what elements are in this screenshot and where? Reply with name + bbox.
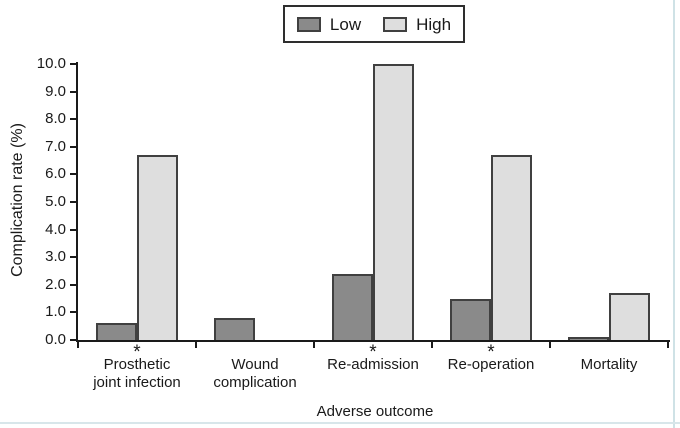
bar-low-1 bbox=[214, 318, 255, 340]
significance-asterisk: * bbox=[369, 342, 377, 363]
bar-high-0 bbox=[137, 155, 178, 340]
y-tick bbox=[70, 90, 77, 93]
y-tick bbox=[70, 339, 77, 341]
bar-low-3 bbox=[450, 299, 491, 340]
significance-asterisk: * bbox=[487, 342, 495, 363]
y-tick-label: 7.0 bbox=[45, 137, 66, 155]
y-tick bbox=[70, 228, 77, 231]
y-tick bbox=[70, 311, 77, 314]
bar-high-3 bbox=[491, 155, 532, 340]
category-label: Re-admission bbox=[314, 356, 432, 374]
x-tick bbox=[667, 342, 669, 348]
y-tick-label: 1.0 bbox=[45, 303, 66, 321]
page-edge-right bbox=[673, 0, 675, 428]
y-tick-label: 0.0 bbox=[45, 331, 66, 348]
legend-swatch-low bbox=[296, 16, 321, 32]
y-tick bbox=[70, 201, 77, 203]
bar-low-4 bbox=[568, 337, 609, 340]
bar-low-0 bbox=[96, 323, 137, 340]
category-label: Prosthetic joint infection bbox=[78, 356, 196, 392]
category-label-line: Prosthetic bbox=[103, 356, 171, 373]
x-axis-title: Adverse outcome bbox=[316, 403, 434, 420]
x-axis-line bbox=[76, 340, 670, 342]
category-label-line: Mortality bbox=[580, 356, 638, 373]
y-tick bbox=[70, 145, 77, 148]
chart-legend: Low High bbox=[283, 5, 465, 43]
bar-high-2 bbox=[373, 64, 414, 340]
category-label: Mortality bbox=[550, 356, 668, 374]
x-tick bbox=[313, 342, 315, 348]
y-tick-label: 4.0 bbox=[45, 220, 66, 238]
bar-low-2 bbox=[332, 274, 373, 340]
y-tick-label: 10.0 bbox=[36, 55, 66, 72]
significance-asterisk: * bbox=[133, 342, 141, 363]
category-label-line: Re-admission bbox=[327, 356, 419, 373]
legend-swatch-high bbox=[383, 16, 408, 32]
y-tick-label: 8.0 bbox=[45, 110, 66, 128]
category-label-line: complication bbox=[213, 374, 297, 391]
category-label-line: Re-operation bbox=[447, 356, 535, 373]
x-tick bbox=[195, 342, 197, 348]
legend-label-high: High bbox=[416, 14, 452, 34]
category-label: Re-operation bbox=[432, 356, 550, 374]
y-tick bbox=[70, 118, 77, 121]
y-tick-label: 9.0 bbox=[45, 82, 66, 100]
page-edge-bottom bbox=[0, 422, 680, 424]
y-tick-label: 5.0 bbox=[45, 193, 66, 210]
bar-high-4 bbox=[609, 293, 650, 340]
legend-entry-low: Low bbox=[296, 14, 362, 34]
y-tick-label: 6.0 bbox=[45, 165, 66, 183]
y-tick-label: 2.0 bbox=[45, 275, 66, 293]
x-tick bbox=[431, 342, 433, 348]
y-tick bbox=[70, 283, 77, 286]
y-tick bbox=[70, 173, 77, 176]
category-label-line: joint infection bbox=[93, 374, 181, 391]
legend-entry-high: High bbox=[383, 16, 451, 33]
y-tick-label: 3.0 bbox=[45, 248, 66, 266]
category-label: Wound complication bbox=[196, 356, 314, 392]
y-axis-line bbox=[76, 62, 78, 342]
x-tick bbox=[549, 342, 551, 348]
y-tick bbox=[70, 63, 77, 65]
x-tick bbox=[77, 342, 79, 348]
legend-label-low: Low bbox=[329, 14, 362, 34]
category-label-line: Wound bbox=[231, 356, 279, 373]
y-tick bbox=[70, 256, 77, 259]
